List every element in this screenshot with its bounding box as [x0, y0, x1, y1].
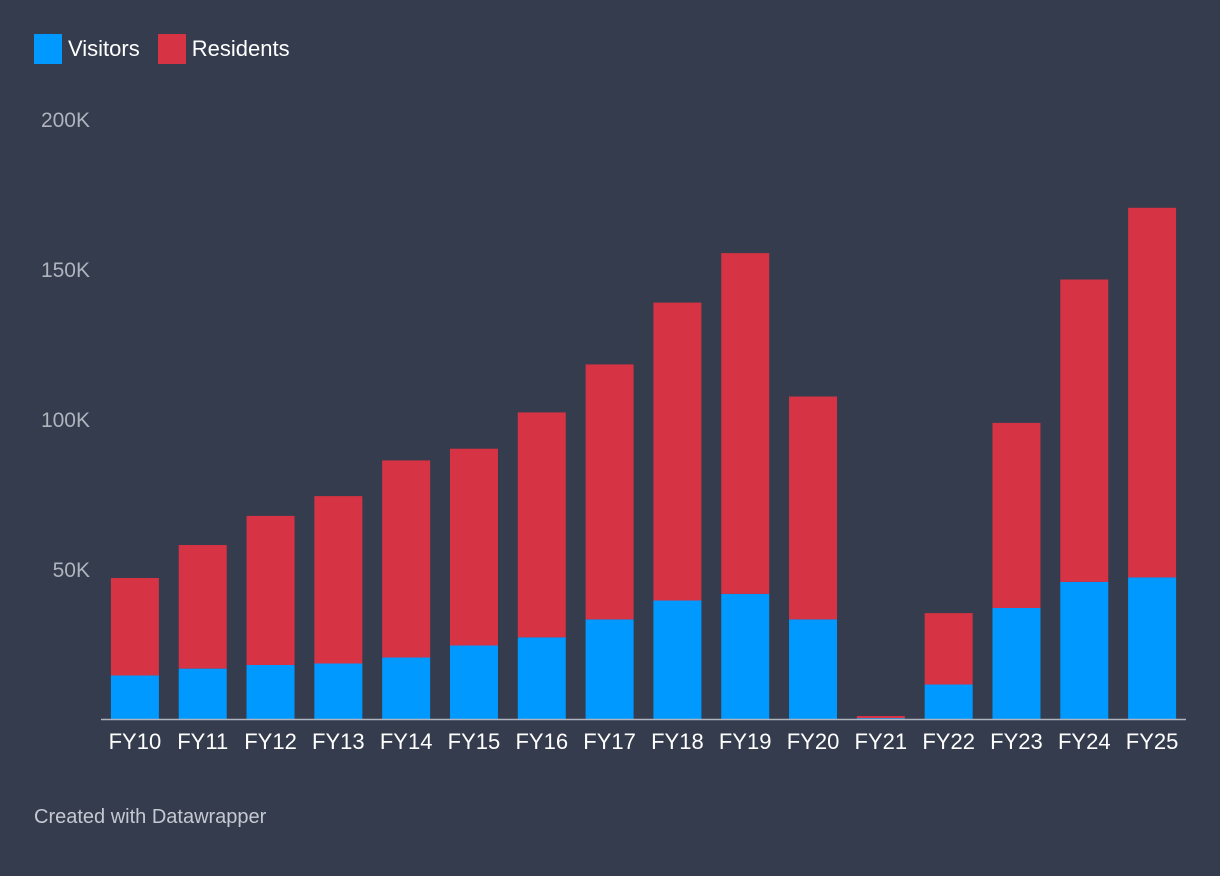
x-tick-label: FY20 [787, 729, 840, 754]
x-tick-label: FY16 [515, 729, 568, 754]
bar-visitors-fy25 [1128, 577, 1177, 719]
legend-item-residents: Residents [157, 34, 290, 64]
bar-visitors-fy20 [789, 619, 838, 719]
bar-visitors-fy13 [314, 663, 363, 719]
bar-visitors-fy16 [517, 637, 566, 719]
legend-label-visitors: Visitors [68, 36, 140, 61]
legend: Visitors Residents [34, 34, 296, 64]
bar-visitors-fy24 [1060, 581, 1109, 719]
bar-residents-fy25 [1128, 207, 1177, 578]
bar-residents-fy18 [653, 302, 702, 601]
bar-visitors-fy15 [449, 645, 498, 719]
bar-residents-fy17 [585, 364, 634, 620]
legend-label-residents: Residents [191, 36, 290, 61]
y-tick-label: 50K [53, 559, 90, 582]
bar-visitors-fy17 [585, 619, 634, 719]
legend-item-visitors: Visitors [34, 34, 140, 64]
bar-residents-fy22 [924, 613, 973, 685]
y-tick-label: 200K [41, 109, 90, 132]
bar-residents-fy10 [110, 578, 159, 676]
bar-residents-fy15 [449, 448, 498, 646]
bar-residents-fy14 [382, 460, 431, 658]
legend-swatch-visitors [34, 34, 62, 64]
bar-residents-fy24 [1060, 279, 1109, 582]
bar-visitors-fy14 [382, 657, 431, 719]
bar-visitors-fy18 [653, 600, 702, 719]
footer-credit: Created with Datawrapper [34, 806, 267, 828]
bar-visitors-fy12 [246, 665, 295, 719]
bar-visitors-fy23 [992, 608, 1041, 719]
x-tick-label: FY11 [177, 729, 228, 754]
bar-residents-fy23 [992, 422, 1041, 608]
bar-visitors-fy22 [924, 684, 973, 719]
x-tick-label: FY10 [109, 729, 162, 754]
x-tick-label: FY19 [719, 729, 772, 754]
legend-swatch-residents [157, 34, 186, 64]
x-tick-label: FY13 [312, 729, 365, 754]
x-tick-label: FY12 [244, 729, 297, 754]
x-tick-label: FY15 [448, 729, 501, 754]
bar-visitors-fy21 [856, 718, 905, 719]
x-tick-label: FY14 [380, 729, 433, 754]
y-tick-label: 100K [41, 409, 90, 432]
x-tick-label: FY22 [922, 729, 975, 754]
x-tick-label: FY18 [651, 729, 704, 754]
bar-residents-fy13 [314, 496, 363, 664]
bar-residents-fy21 [856, 716, 905, 719]
bar-visitors-fy11 [178, 668, 227, 719]
bar-visitors-fy10 [110, 675, 159, 719]
bar-visitors-fy19 [721, 593, 770, 719]
x-tick-label: FY21 [855, 729, 908, 754]
x-tick-label: FY24 [1058, 729, 1111, 754]
bar-residents-fy19 [721, 253, 770, 594]
x-tick-label: FY23 [990, 729, 1043, 754]
y-tick-label: 150K [41, 259, 90, 282]
bar-residents-fy12 [246, 515, 295, 665]
x-tick-label: FY25 [1126, 729, 1179, 754]
bar-residents-fy20 [789, 396, 838, 620]
bar-residents-fy16 [517, 412, 566, 638]
x-tick-label: FY17 [583, 729, 636, 754]
bar-residents-fy11 [178, 545, 227, 669]
